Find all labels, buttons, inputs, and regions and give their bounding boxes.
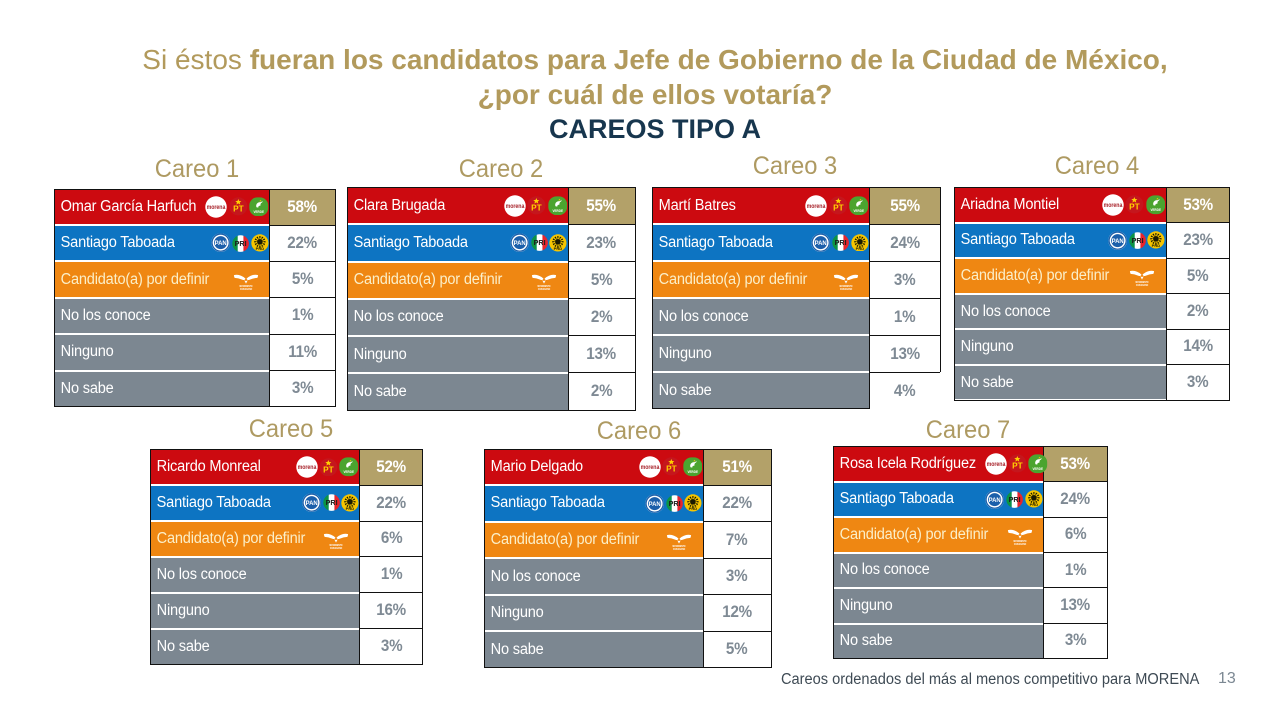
svg-text:PRI: PRI: [325, 499, 337, 507]
svg-text:PAN: PAN: [513, 241, 525, 247]
svg-text:PRD: PRD: [689, 506, 698, 511]
svg-text:MOVIMIENTO: MOVIMIENTO: [673, 544, 687, 548]
svg-text:VERDE: VERDE: [253, 210, 264, 214]
svg-text:CIUDADANO: CIUDADANO: [330, 546, 343, 550]
svg-text:PRD: PRD: [855, 246, 864, 251]
svg-text:PT: PT: [323, 465, 334, 474]
svg-text:PAN: PAN: [215, 241, 227, 247]
svg-text:PT: PT: [833, 204, 844, 213]
svg-text:CIUDADANO: CIUDADANO: [1136, 283, 1149, 287]
svg-text:MOVIMIENTO: MOVIMIENTO: [239, 284, 253, 288]
svg-text:VERDE: VERDE: [344, 470, 355, 474]
svg-text:MOVIMIENTO: MOVIMIENTO: [1136, 280, 1150, 284]
svg-text:PT: PT: [1129, 203, 1140, 212]
svg-text:MOVIMIENTO: MOVIMIENTO: [839, 284, 853, 288]
svg-text:PAN: PAN: [305, 501, 317, 507]
svg-text:VERDE: VERDE: [1033, 467, 1044, 471]
svg-text:morena: morena: [807, 203, 826, 210]
svg-text:CIUDADANO: CIUDADANO: [239, 287, 252, 291]
svg-text:PRI: PRI: [1131, 237, 1143, 245]
svg-text:PRD: PRD: [255, 246, 264, 251]
svg-text:MOVIMIENTO: MOVIMIENTO: [1013, 539, 1027, 543]
svg-text:PT: PT: [1012, 462, 1023, 471]
svg-text:PRI: PRI: [533, 239, 545, 247]
svg-text:PRI: PRI: [668, 500, 680, 508]
svg-text:PAN: PAN: [815, 241, 827, 247]
svg-text:PRI: PRI: [235, 240, 247, 248]
svg-text:PRD: PRD: [346, 506, 355, 511]
svg-text:PRD: PRD: [554, 246, 563, 251]
svg-text:VERDE: VERDE: [853, 209, 864, 213]
svg-text:PRD: PRD: [1029, 502, 1038, 507]
svg-text:morena: morena: [1103, 202, 1122, 209]
svg-text:morena: morena: [640, 464, 659, 471]
svg-text:VERDE: VERDE: [1150, 208, 1161, 212]
svg-text:CIUDADANO: CIUDADANO: [1013, 542, 1026, 546]
svg-text:PAN: PAN: [1111, 239, 1123, 245]
svg-text:PAN: PAN: [989, 497, 1001, 503]
svg-text:PRI: PRI: [1009, 496, 1021, 504]
svg-text:MOVIMIENTO: MOVIMIENTO: [538, 284, 552, 288]
svg-text:morena: morena: [207, 204, 226, 211]
svg-text:morena: morena: [986, 461, 1005, 468]
svg-text:VERDE: VERDE: [687, 470, 698, 474]
svg-text:CIUDADANO: CIUDADANO: [839, 287, 852, 291]
svg-text:PT: PT: [666, 465, 677, 474]
svg-text:PAN: PAN: [648, 502, 660, 508]
svg-text:morena: morena: [505, 203, 524, 210]
svg-text:PRI: PRI: [835, 239, 847, 247]
svg-text:MOVIMIENTO: MOVIMIENTO: [329, 543, 343, 547]
svg-text:morena: morena: [297, 464, 316, 471]
svg-text:CIUDADANO: CIUDADANO: [538, 287, 551, 291]
svg-text:CIUDADANO: CIUDADANO: [673, 547, 686, 551]
svg-text:VERDE: VERDE: [552, 209, 563, 213]
svg-text:PRD: PRD: [1152, 243, 1161, 248]
svg-text:PT: PT: [531, 204, 542, 213]
svg-text:PT: PT: [233, 205, 244, 214]
